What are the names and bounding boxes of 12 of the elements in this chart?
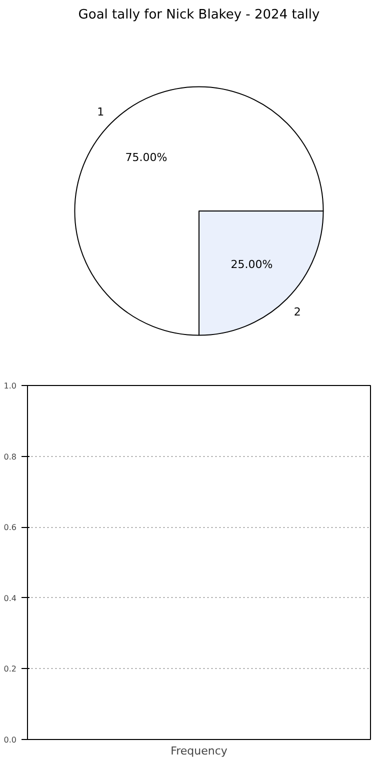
y-tick-label: 0.4 [4,594,17,603]
data-label: 25.00% [230,258,273,272]
y-tick-label: 1.0 [4,382,17,390]
data-label: 75.00% [125,150,168,164]
y-tick-label: 0.8 [4,452,17,462]
x-axis-title: Frequency [170,744,228,758]
slice-label: 2 [294,306,301,319]
slice-label: 1 [97,105,104,118]
chart-title: Goal tally for Nick Blakey - 2024 tally [78,8,320,22]
y-tick-label: 0.6 [4,523,17,532]
y-tick-label: 0.2 [4,664,17,674]
y-tick-label: 0.0 [4,736,17,744]
